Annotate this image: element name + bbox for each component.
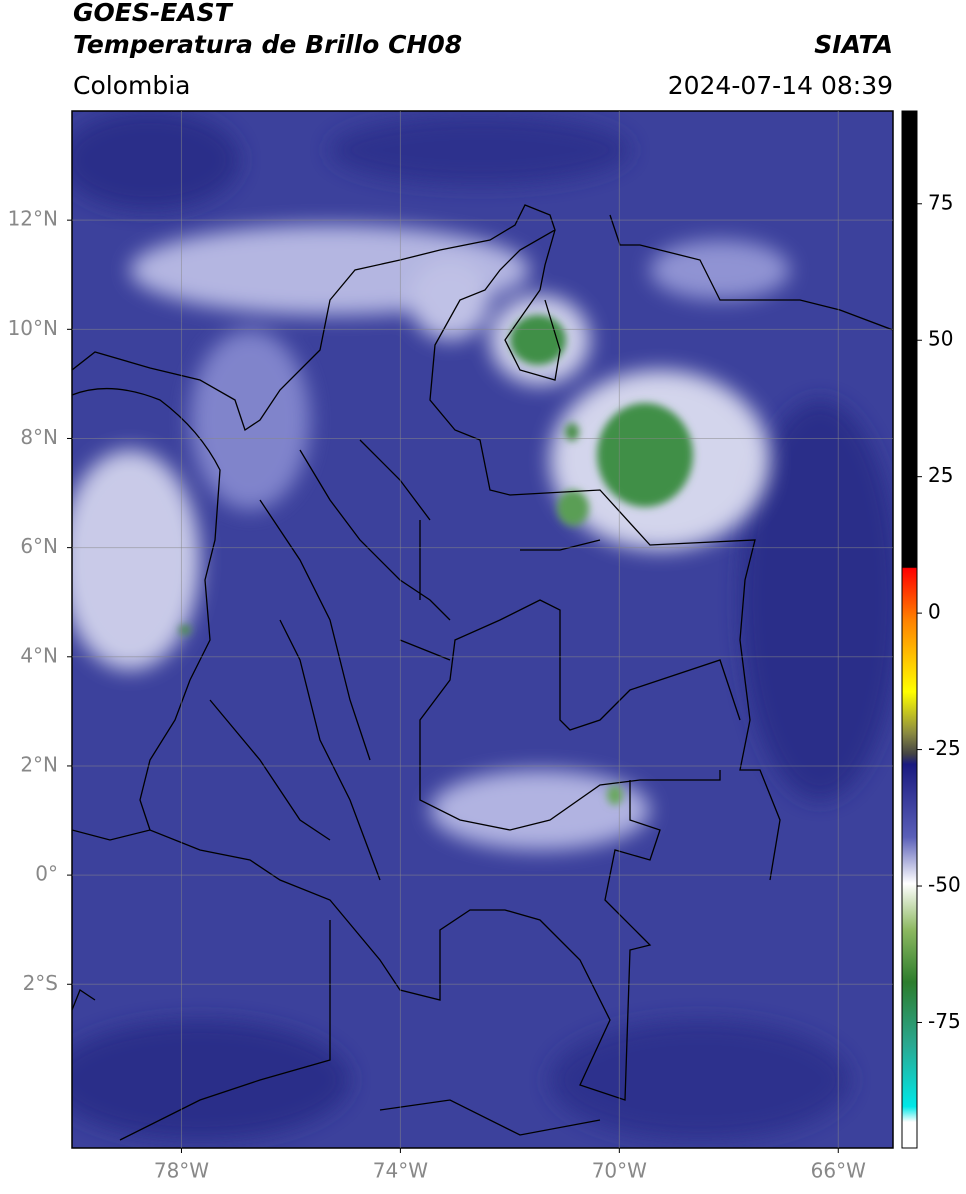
map-frame [71, 110, 894, 1149]
lat-tick-label: 8°N [20, 425, 58, 449]
source: SIATA [814, 30, 893, 59]
colorbar [901, 110, 918, 1149]
lon-tick-label: 74°W [373, 1159, 428, 1183]
colorbar-tick-label: -75 [928, 1009, 961, 1033]
colorbar-tick-label: 50 [928, 327, 953, 351]
lon-tick-label: 70°W [592, 1159, 647, 1183]
datetime: 2024-07-14 08:39 [668, 71, 893, 100]
subtitle: Temperatura de Brillo CH08 [73, 30, 462, 59]
lat-tick-label: 0° [35, 862, 58, 886]
lon-tick-label: 66°W [811, 1159, 866, 1183]
title: GOES-EAST [73, 0, 234, 27]
colorbar-tick-label: -25 [928, 736, 961, 760]
lat-tick-label: 2°N [20, 752, 58, 776]
lat-tick-label: 6°N [20, 534, 58, 558]
lat-tick-label: 4°N [20, 643, 58, 667]
colorbar-tick-label: -50 [928, 873, 961, 897]
lat-tick-label: 10°N [8, 316, 58, 340]
borders [72, 204, 893, 1141]
lat-tick-label: 12°N [8, 207, 58, 231]
satellite-image [72, 111, 893, 1148]
colorbar-tick-label: 25 [928, 463, 953, 487]
colorbar-tick-label: 0 [928, 600, 941, 624]
colorbar-tick-label: 75 [928, 190, 953, 214]
lat-tick-label: 2°S [23, 971, 58, 995]
region: Colombia [73, 71, 190, 100]
lon-tick-label: 78°W [154, 1159, 209, 1183]
